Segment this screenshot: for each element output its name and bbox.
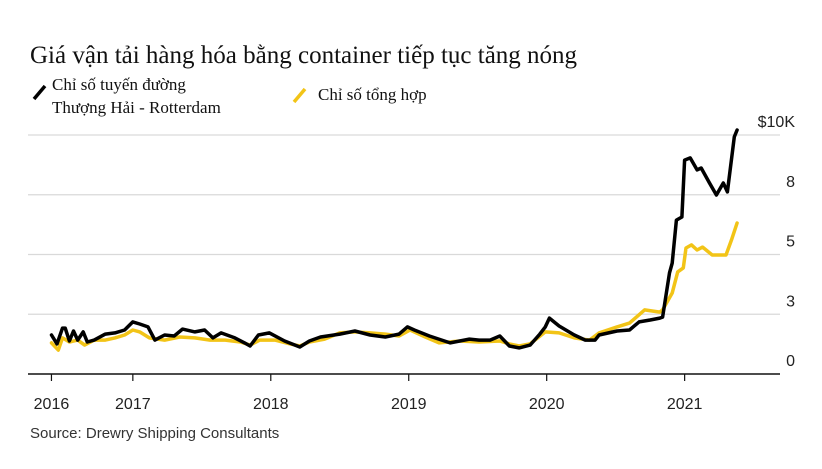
x-tick-label: 2021 (667, 396, 703, 413)
legend-label-line-2: Thượng Hải - Rotterdam (52, 98, 221, 117)
x-tick-label: 2019 (391, 396, 427, 413)
series-lines (49, 128, 739, 352)
series-line-shanghai-rotterdam (49, 128, 739, 350)
x-tick-label: 2020 (529, 396, 565, 413)
y-tick-label: 8 (786, 174, 795, 191)
series-line-composite (49, 221, 739, 352)
gridlines (28, 134, 780, 315)
legend-item-shanghai-rotterdam: Chỉ số tuyến đường Thượng Hải - Rotterda… (32, 75, 221, 117)
legend-swatch-composite (292, 87, 307, 104)
legend: Chỉ số tuyến đường Thượng Hải - Rotterda… (32, 75, 427, 117)
y-tick-label: 5 (786, 234, 795, 251)
legend-swatch-shanghai-rotterdam (32, 84, 47, 101)
chart-title: Giá vận tải hàng hóa bằng container tiếp… (30, 42, 578, 69)
x-tick-label: 2016 (34, 396, 70, 413)
x-tick-label: 2018 (253, 396, 289, 413)
legend-label-composite: Chỉ số tổng hợp (318, 85, 427, 104)
y-axis-labels: $10K 8 5 3 0 (758, 114, 796, 370)
y-tick-label: 0 (786, 353, 795, 370)
x-tick-label: 2017 (115, 396, 151, 413)
legend-item-composite: Chỉ số tổng hợp (292, 85, 427, 104)
source-note: Source: Drewry Shipping Consultants (30, 425, 279, 442)
legend-label-line-1: Chỉ số tuyến đường (52, 75, 186, 94)
y-tick-label: 3 (786, 293, 795, 310)
x-axis-ticks: 2016 2017 2018 2019 2020 2021 (34, 374, 703, 413)
y-tick-label: $10K (758, 114, 796, 131)
